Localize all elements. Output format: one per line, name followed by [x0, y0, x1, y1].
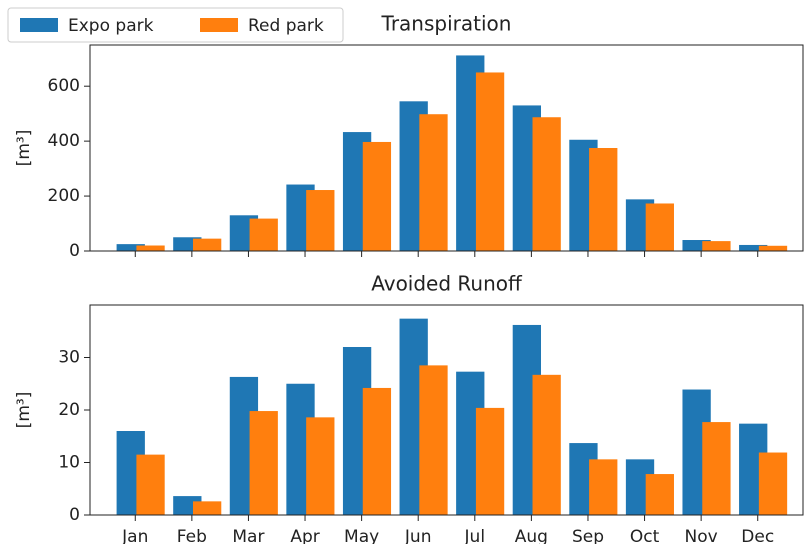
y-axis-label: [m³] — [14, 392, 34, 429]
bar — [645, 474, 674, 515]
x-tick-label: Jul — [464, 527, 486, 544]
x-tick-label: Nov — [685, 527, 718, 544]
x-tick-label: May — [344, 527, 379, 544]
y-tick-label: 200 — [48, 186, 80, 206]
x-tick-label: Aug — [515, 527, 548, 544]
chart-title: Transpiration — [381, 12, 512, 36]
bar — [758, 245, 788, 251]
bar — [682, 240, 711, 251]
bar — [419, 114, 448, 251]
y-tick-label: 400 — [48, 131, 80, 151]
x-tick-label: Mar — [232, 527, 264, 544]
legend-label: Red park — [248, 16, 324, 36]
x-tick-label: Sep — [572, 527, 604, 544]
bar — [136, 454, 165, 515]
bar — [306, 190, 335, 251]
legend-swatch — [20, 18, 58, 32]
y-tick-label: 0 — [69, 241, 80, 261]
bar — [739, 244, 768, 251]
y-tick-label: 20 — [58, 400, 80, 420]
y-tick-label: 30 — [58, 348, 80, 368]
y-tick-label: 600 — [48, 76, 80, 96]
bar — [758, 452, 788, 515]
bar — [362, 141, 392, 251]
bar — [702, 241, 731, 251]
axes-frame — [89, 44, 804, 252]
bar — [136, 245, 165, 251]
x-tick-label: Apr — [290, 527, 319, 544]
legend-frame — [7, 7, 344, 43]
bar — [702, 422, 731, 515]
bar — [475, 72, 505, 251]
bar — [589, 459, 618, 515]
bar — [192, 238, 222, 251]
x-tick-label: Jun — [404, 527, 432, 544]
x-tick-label: Dec — [741, 527, 774, 544]
bar — [532, 374, 561, 515]
x-tick-label: Feb — [177, 527, 207, 544]
bar — [645, 203, 674, 251]
legend-label: Expo park — [68, 16, 154, 36]
bar — [249, 218, 278, 251]
bar — [362, 387, 392, 515]
bar — [249, 411, 278, 515]
axes-frame — [89, 304, 804, 516]
bar — [419, 365, 448, 515]
bar — [116, 244, 145, 251]
bar — [532, 117, 561, 251]
legend: Expo park Red park — [7, 7, 344, 43]
chart-title: Avoided Runoff — [371, 272, 523, 296]
x-tick-label: Oct — [630, 527, 660, 544]
legend-swatch — [200, 18, 238, 32]
bar — [589, 148, 618, 251]
bar — [306, 417, 335, 515]
y-axis-label: [m³] — [14, 130, 34, 167]
y-tick-label: 0 — [69, 505, 80, 525]
x-tick-label: Jan — [121, 527, 148, 544]
bar — [475, 407, 505, 515]
bar — [192, 501, 222, 515]
y-tick-label: 10 — [58, 453, 80, 473]
